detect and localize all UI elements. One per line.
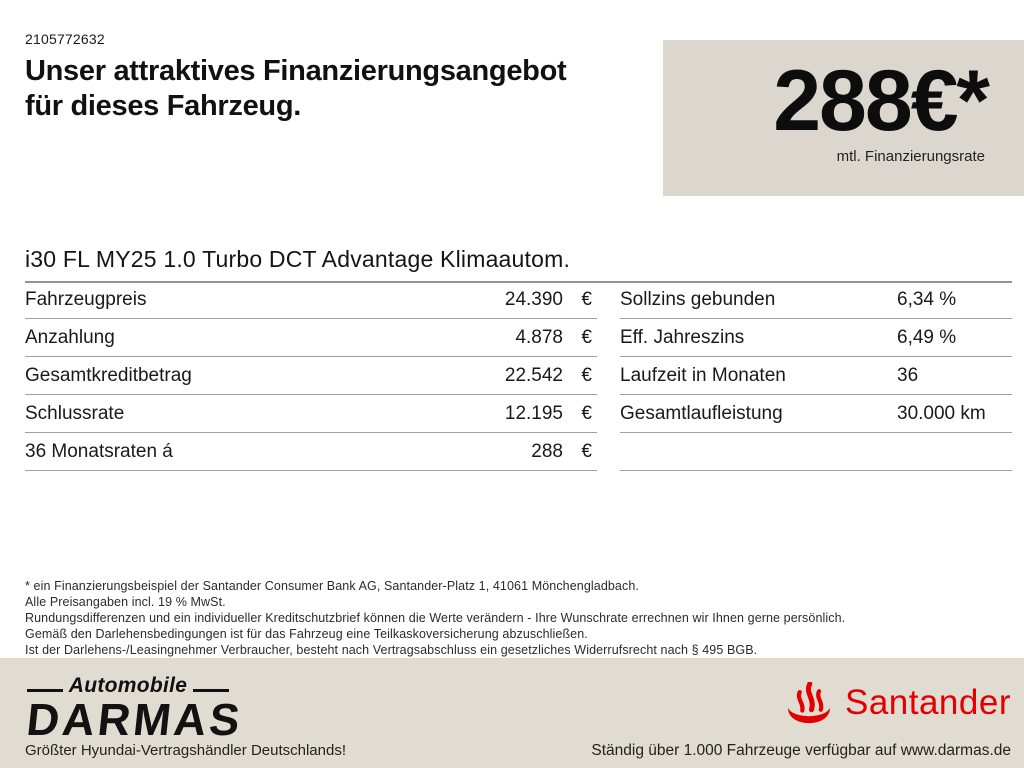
logo-rule-right (193, 688, 229, 692)
row-value: 22.542 (504, 365, 563, 386)
row-value: 288 (531, 441, 563, 462)
disclaimer-line: Alle Preisangaben incl. 19 % MwSt. (25, 595, 226, 609)
logo-rule-left (27, 688, 63, 692)
page-title-line1: Unser attraktives Finanzierungsangebot (25, 55, 567, 87)
monthly-rate-value: 288€* (773, 53, 990, 149)
table-row: Gesamtlaufleistung 30.000 km (620, 395, 1012, 433)
row-label: Sollzins gebunden (620, 289, 776, 310)
row-label: Anzahlung (25, 327, 115, 348)
row-value: 36 (897, 365, 919, 386)
row-label: Eff. Jahreszins (620, 327, 745, 348)
table-row: Eff. Jahreszins 6,49 % (620, 319, 1012, 357)
row-unit: € (581, 327, 592, 348)
page-title: Unser attraktives Finanzierungsangebot fü… (25, 54, 567, 124)
disclaimer-line: * ein Finanzierungsbeispiel der Santande… (25, 579, 639, 593)
row-label: Fahrzeugpreis (25, 289, 147, 310)
row-label: 36 Monatsraten á (25, 441, 173, 462)
table-row: Laufzeit in Monaten 36 (620, 357, 1012, 395)
row-value: 12.195 (504, 403, 563, 424)
dealer-tagline: Größter Hyundai-Vertragshändler Deutschl… (25, 742, 346, 759)
row-label: Laufzeit in Monaten (620, 365, 786, 386)
santander-wordmark: Santander (844, 683, 1011, 722)
table-row: Schlussrate 12.195 € (25, 395, 597, 433)
disclaimer-line: Ist der Darlehens-/Leasingnehmer Verbrau… (25, 643, 758, 657)
table-row: 36 Monatsraten á 288 € (25, 433, 597, 471)
offer-id: 2105772632 (25, 31, 105, 47)
row-value: 6,49 % (897, 327, 957, 348)
availability-tagline: Ständig über 1.000 Fahrzeuge verfügbar a… (591, 742, 1011, 759)
monthly-rate-caption: mtl. Finanzierungsrate (836, 148, 985, 165)
row-value: 6,34 % (897, 289, 957, 310)
disclaimer: * ein Finanzierungsbeispiel der Santande… (25, 578, 1005, 658)
table-row: Anzahlung 4.878 € (25, 319, 597, 357)
row-label: Gesamtkreditbetrag (25, 365, 192, 386)
vehicle-title: i30 FL MY25 1.0 Turbo DCT Advantage Klim… (25, 246, 1012, 283)
row-unit: € (581, 403, 592, 424)
finance-table-left: Fahrzeugpreis 24.390 € Anzahlung 4.878 €… (25, 281, 597, 471)
table-row-empty (620, 433, 1012, 471)
row-unit: € (581, 289, 592, 310)
table-row: Sollzins gebunden 6,34 % (620, 281, 1012, 319)
row-value: 4.878 (515, 327, 563, 348)
darmas-logo-upper-row: Automobile (27, 674, 229, 698)
footer: Automobile DARMAS Santander Größter Hyun… (0, 658, 1024, 768)
page-title-line2: für dieses Fahrzeug. (25, 90, 302, 122)
darmas-wordmark: DARMAS (24, 694, 246, 745)
row-value: 30.000 km (897, 403, 986, 424)
row-unit: € (581, 365, 592, 386)
disclaimer-line: Rundungsdifferenzen und ein individuelle… (25, 611, 846, 625)
row-value: 24.390 (504, 289, 563, 310)
darmas-logo: Automobile DARMAS (24, 674, 246, 746)
monthly-rate-box: 288€* mtl. Finanzierungsrate (663, 40, 1024, 196)
table-row: Fahrzeugpreis 24.390 € (25, 281, 597, 319)
table-row: Gesamtkreditbetrag 22.542 € (25, 357, 597, 395)
santander-logo: Santander (783, 682, 1011, 724)
row-label: Gesamtlaufleistung (620, 403, 783, 424)
row-unit: € (581, 441, 592, 462)
darmas-logo-upper: Automobile (68, 674, 188, 697)
row-label: Schlussrate (25, 403, 125, 424)
finance-table-right: Sollzins gebunden 6,34 % Eff. Jahreszins… (620, 281, 1012, 471)
santander-flame-icon (787, 682, 830, 724)
disclaimer-line: Gemäß den Darlehensbedingungen ist für d… (25, 627, 588, 641)
